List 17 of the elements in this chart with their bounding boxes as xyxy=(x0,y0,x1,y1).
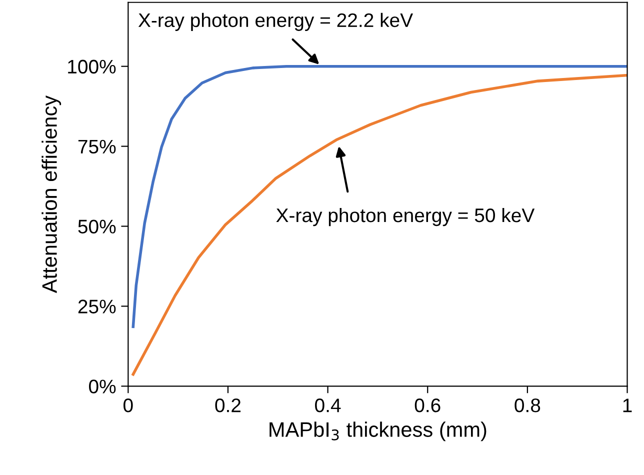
x-tick-label: 0.6 xyxy=(414,398,440,412)
line-series xyxy=(132,64,628,328)
y-tick-label: 50% xyxy=(78,220,116,234)
y-tick-label: 100% xyxy=(68,60,116,74)
annotation: X-ray photon energy = 50 keV xyxy=(276,208,535,226)
y-tick-label: 25% xyxy=(78,300,116,314)
x-tick-label: 0.4 xyxy=(315,398,341,412)
annotation: X-ray photon energy = 22.2 keV xyxy=(138,12,413,31)
y-tick-label: 75% xyxy=(78,140,116,154)
x-tick-label: 0 xyxy=(124,398,133,412)
line-series xyxy=(132,74,628,376)
x-tick-label: 0.2 xyxy=(215,398,241,412)
y-tick-label: 0% xyxy=(89,380,116,394)
x-tick-label: 0.8 xyxy=(514,398,540,412)
x-axis-title: MAPbI$_{3}$ thickness (mm) xyxy=(270,422,486,442)
y-axis-title: Attenuation efficiency xyxy=(42,95,62,294)
x-tick-label: 1 xyxy=(623,398,632,412)
